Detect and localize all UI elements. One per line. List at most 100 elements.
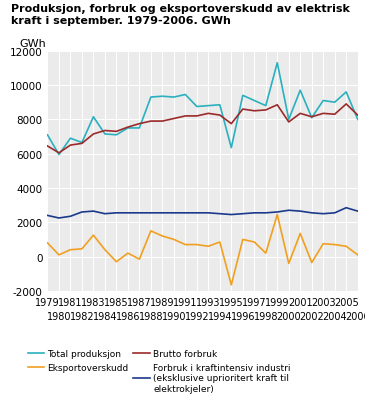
Text: Produksjon, forbruk og eksportoverskudd av elektrisk
kraft i september. 1979-200: Produksjon, forbruk og eksportoverskudd … bbox=[11, 4, 350, 26]
Text: 1996: 1996 bbox=[231, 311, 255, 321]
Text: 1981: 1981 bbox=[58, 297, 83, 307]
Brutto forbruk bbox=[310, 115, 314, 120]
Text: 1999: 1999 bbox=[265, 297, 289, 307]
Eksportoverskudd bbox=[241, 237, 245, 242]
Brutto forbruk bbox=[218, 113, 222, 118]
Total produksjon bbox=[275, 61, 280, 66]
Eksportoverskudd bbox=[80, 247, 84, 252]
Forbruk i kraftintensiv industri
(eksklusive uprioritert kraft til
elektrokjeler) bbox=[287, 208, 291, 213]
Text: 2000: 2000 bbox=[276, 311, 301, 321]
Eksportoverskudd bbox=[57, 253, 61, 258]
Brutto forbruk bbox=[229, 122, 234, 127]
Eksportoverskudd bbox=[264, 251, 268, 256]
Forbruk i kraftintensiv industri
(eksklusive uprioritert kraft til
elektrokjeler) bbox=[264, 211, 268, 216]
Line: Forbruk i kraftintensiv industri
(eksklusive uprioritert kraft til
elektrokjeler): Forbruk i kraftintensiv industri (eksklu… bbox=[47, 208, 358, 218]
Line: Brutto forbruk: Brutto forbruk bbox=[47, 104, 358, 154]
Forbruk i kraftintensiv industri
(eksklusive uprioritert kraft til
elektrokjeler) bbox=[57, 216, 61, 221]
Eksportoverskudd bbox=[126, 251, 130, 256]
Brutto forbruk bbox=[103, 129, 107, 134]
Brutto forbruk bbox=[264, 108, 268, 113]
Forbruk i kraftintensiv industri
(eksklusive uprioritert kraft til
elektrokjeler) bbox=[160, 211, 165, 216]
Text: 1994: 1994 bbox=[208, 311, 232, 321]
Text: 2006: 2006 bbox=[345, 311, 365, 321]
Forbruk i kraftintensiv industri
(eksklusive uprioritert kraft til
elektrokjeler) bbox=[229, 213, 234, 218]
Total produksjon bbox=[160, 95, 165, 100]
Forbruk i kraftintensiv industri
(eksklusive uprioritert kraft til
elektrokjeler) bbox=[333, 211, 337, 216]
Eksportoverskudd bbox=[45, 241, 50, 246]
Brutto forbruk bbox=[126, 125, 130, 130]
Text: 1990: 1990 bbox=[162, 311, 186, 321]
Text: 1995: 1995 bbox=[219, 297, 243, 307]
Total produksjon bbox=[57, 153, 61, 158]
Line: Total produksjon: Total produksjon bbox=[47, 64, 358, 155]
Forbruk i kraftintensiv industri
(eksklusive uprioritert kraft til
elektrokjeler) bbox=[298, 209, 303, 214]
Brutto forbruk bbox=[137, 122, 142, 127]
Total produksjon bbox=[206, 104, 211, 109]
Total produksjon bbox=[91, 115, 96, 120]
Total produksjon bbox=[103, 132, 107, 137]
Line: Eksportoverskudd: Eksportoverskudd bbox=[47, 215, 358, 285]
Text: 1984: 1984 bbox=[93, 311, 117, 321]
Total produksjon bbox=[298, 88, 303, 93]
Brutto forbruk bbox=[57, 151, 61, 156]
Brutto forbruk bbox=[80, 142, 84, 147]
Text: 1993: 1993 bbox=[196, 297, 220, 307]
Brutto forbruk bbox=[321, 112, 326, 116]
Eksportoverskudd bbox=[229, 283, 234, 288]
Eksportoverskudd bbox=[68, 248, 73, 253]
Total produksjon bbox=[114, 133, 119, 138]
Brutto forbruk bbox=[183, 114, 188, 119]
Brutto forbruk bbox=[160, 119, 165, 124]
Total produksjon bbox=[344, 90, 349, 95]
Total produksjon bbox=[183, 93, 188, 98]
Text: 2001: 2001 bbox=[288, 297, 312, 307]
Forbruk i kraftintensiv industri
(eksklusive uprioritert kraft til
elektrokjeler) bbox=[80, 210, 84, 215]
Forbruk i kraftintensiv industri
(eksklusive uprioritert kraft til
elektrokjeler) bbox=[218, 212, 222, 217]
Total produksjon bbox=[195, 105, 199, 110]
Brutto forbruk bbox=[356, 113, 360, 118]
Brutto forbruk bbox=[91, 132, 96, 137]
Forbruk i kraftintensiv industri
(eksklusive uprioritert kraft til
elektrokjeler) bbox=[137, 211, 142, 216]
Forbruk i kraftintensiv industri
(eksklusive uprioritert kraft til
elektrokjeler) bbox=[68, 214, 73, 219]
Eksportoverskudd bbox=[333, 242, 337, 247]
Eksportoverskudd bbox=[137, 257, 142, 262]
Brutto forbruk bbox=[206, 112, 211, 116]
Eksportoverskudd bbox=[287, 261, 291, 266]
Brutto forbruk bbox=[114, 130, 119, 135]
Text: 1991: 1991 bbox=[173, 297, 197, 307]
Forbruk i kraftintensiv industri
(eksklusive uprioritert kraft til
elektrokjeler) bbox=[114, 211, 119, 216]
Text: 2003: 2003 bbox=[311, 297, 335, 307]
Total produksjon bbox=[172, 95, 176, 100]
Forbruk i kraftintensiv industri
(eksklusive uprioritert kraft til
elektrokjeler) bbox=[149, 211, 153, 216]
Total produksjon bbox=[252, 99, 257, 104]
Eksportoverskudd bbox=[183, 242, 188, 247]
Text: 1985: 1985 bbox=[104, 297, 129, 307]
Eksportoverskudd bbox=[218, 240, 222, 245]
Total produksjon bbox=[321, 99, 326, 104]
Legend: Total produksjon, Eksportoverskudd, Brutto forbruk, Forbruk i kraftintensiv indu: Total produksjon, Eksportoverskudd, Brut… bbox=[24, 346, 294, 396]
Forbruk i kraftintensiv industri
(eksklusive uprioritert kraft til
elektrokjeler) bbox=[126, 211, 130, 216]
Forbruk i kraftintensiv industri
(eksklusive uprioritert kraft til
elektrokjeler) bbox=[310, 211, 314, 216]
Total produksjon bbox=[80, 141, 84, 146]
Eksportoverskudd bbox=[160, 234, 165, 239]
Text: 1992: 1992 bbox=[185, 311, 209, 321]
Brutto forbruk bbox=[298, 112, 303, 116]
Brutto forbruk bbox=[287, 120, 291, 125]
Forbruk i kraftintensiv industri
(eksklusive uprioritert kraft til
elektrokjeler) bbox=[241, 212, 245, 217]
Total produksjon bbox=[333, 100, 337, 105]
Text: 1986: 1986 bbox=[116, 311, 140, 321]
Forbruk i kraftintensiv industri
(eksklusive uprioritert kraft til
elektrokjeler) bbox=[206, 211, 211, 216]
Total produksjon bbox=[310, 116, 314, 121]
Text: GWh: GWh bbox=[20, 39, 46, 49]
Total produksjon bbox=[126, 126, 130, 131]
Total produksjon bbox=[287, 118, 291, 123]
Forbruk i kraftintensiv industri
(eksklusive uprioritert kraft til
elektrokjeler) bbox=[103, 212, 107, 217]
Forbruk i kraftintensiv industri
(eksklusive uprioritert kraft til
elektrokjeler) bbox=[183, 211, 188, 216]
Text: 1997: 1997 bbox=[242, 297, 266, 307]
Forbruk i kraftintensiv industri
(eksklusive uprioritert kraft til
elektrokjeler) bbox=[252, 211, 257, 216]
Eksportoverskudd bbox=[114, 260, 119, 265]
Brutto forbruk bbox=[252, 109, 257, 114]
Forbruk i kraftintensiv industri
(eksklusive uprioritert kraft til
elektrokjeler) bbox=[195, 211, 199, 216]
Text: 1980: 1980 bbox=[47, 311, 71, 321]
Total produksjon bbox=[68, 136, 73, 141]
